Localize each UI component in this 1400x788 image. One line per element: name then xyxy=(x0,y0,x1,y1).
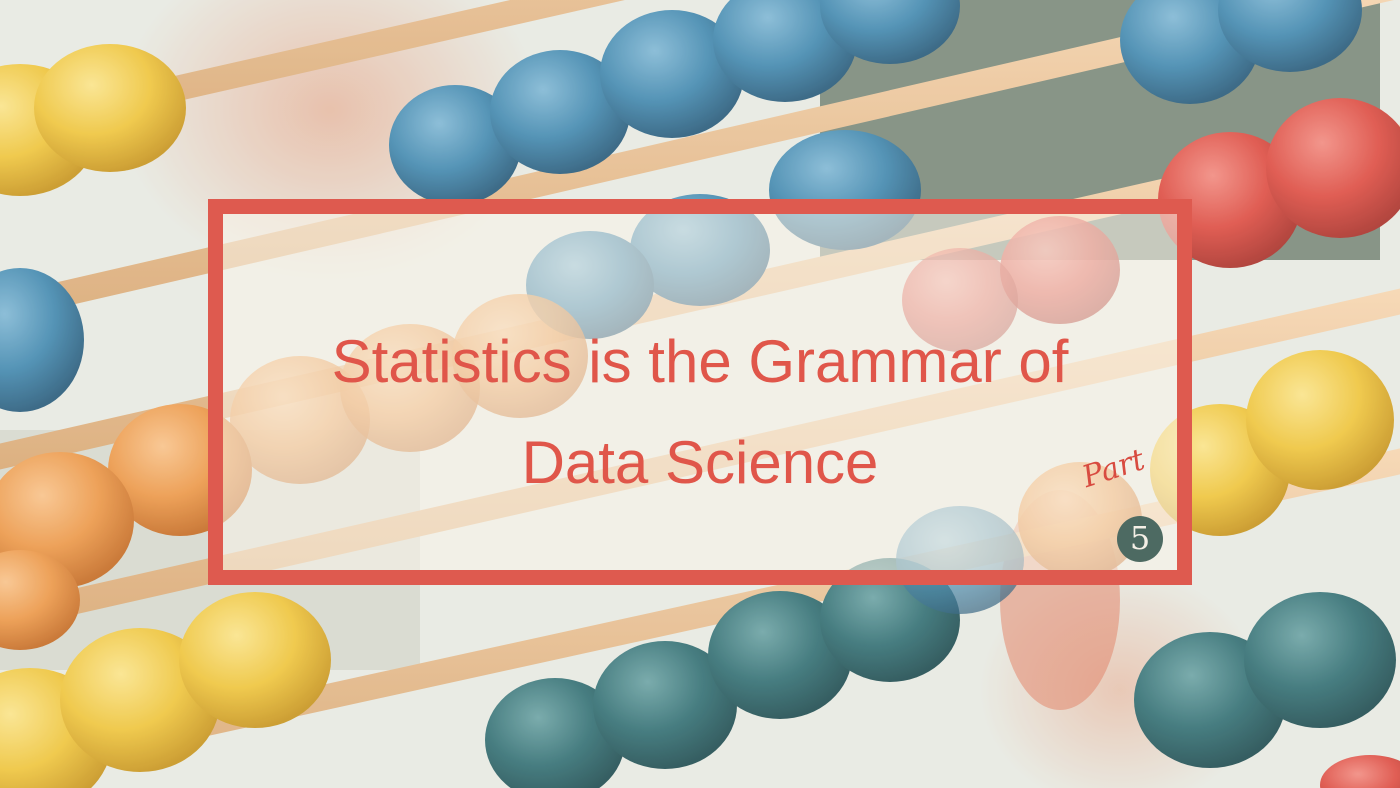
part-number-circle: 5 xyxy=(1117,516,1163,562)
title-frame: Statistics is the Grammar of Data Scienc… xyxy=(208,199,1192,585)
yellow-beads-top xyxy=(0,44,186,196)
title-line-2: Data Science xyxy=(521,428,879,496)
part-badge: Part 5 xyxy=(1078,442,1189,564)
yellow-beads-bottom xyxy=(0,550,331,788)
blue-beads-top xyxy=(389,0,1362,205)
part-number: 5 xyxy=(1129,519,1151,557)
page-title: Statistics is the Grammar of Data Scienc… xyxy=(223,312,1177,514)
title-line-1: Statistics is the Grammar of xyxy=(331,328,1069,395)
